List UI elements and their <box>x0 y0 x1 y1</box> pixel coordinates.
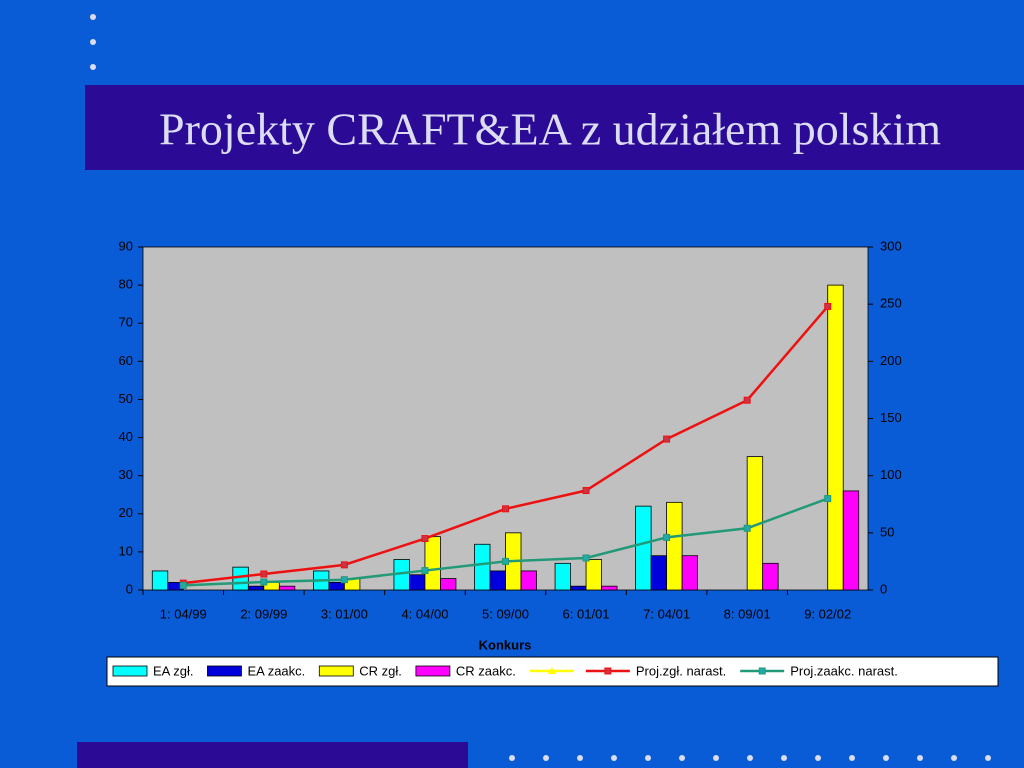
decoration <box>90 14 96 70</box>
bar <box>151 570 169 591</box>
marker <box>340 576 348 584</box>
marker <box>421 535 429 543</box>
bar <box>827 284 844 591</box>
decoration <box>509 755 991 761</box>
bar <box>601 585 618 591</box>
x-tick-label: 5: 09/00 <box>482 606 529 621</box>
y2-tick-label: 150 <box>880 410 902 425</box>
marker <box>260 578 268 586</box>
bar <box>666 501 683 591</box>
bar <box>554 562 571 591</box>
marker <box>743 524 751 532</box>
marker <box>179 581 187 589</box>
bar <box>570 585 587 591</box>
x-tick-label: 6: 01/01 <box>563 606 610 621</box>
legend-label: CR zaakc. <box>456 663 516 678</box>
x-tick-label: 2: 09/99 <box>240 606 287 621</box>
y-tick-label: 10 <box>119 543 133 558</box>
bar <box>232 566 249 591</box>
bar <box>635 505 652 591</box>
marker <box>758 667 766 675</box>
legend-swatch <box>318 665 354 677</box>
x-tick-label: 8: 09/01 <box>724 606 771 621</box>
bar <box>328 581 345 591</box>
marker <box>260 570 268 578</box>
bar <box>520 570 537 591</box>
marker <box>582 487 590 495</box>
x-tick-label: 9: 02/02 <box>804 606 851 621</box>
y-tick-label: 70 <box>119 315 133 330</box>
y-tick-label: 0 <box>126 581 133 596</box>
x-axis-label: Konkurs <box>479 637 532 652</box>
legend-label: EA zgł. <box>153 663 193 678</box>
y2-tick-label: 0 <box>880 581 887 596</box>
legend-swatch <box>415 665 451 677</box>
bar <box>474 543 491 591</box>
title-bar <box>85 85 1024 170</box>
chart-title: Projekty CRAFT&EA z udziałem polskim <box>159 104 941 155</box>
x-tick-label: 1: 04/99 <box>160 606 207 621</box>
bar <box>489 570 506 591</box>
legend-label: Proj.zgł. narast. <box>636 663 726 678</box>
bar <box>650 555 668 591</box>
marker <box>502 557 509 565</box>
y2-tick-label: 200 <box>880 353 902 368</box>
bar <box>440 578 457 591</box>
legend-label: CR zgł. <box>359 663 402 678</box>
legend-label: EA zaakc. <box>247 663 305 678</box>
y-tick-label: 50 <box>119 391 133 406</box>
marker <box>824 302 832 310</box>
bar <box>278 585 296 591</box>
footer-bar <box>77 742 468 768</box>
bar <box>247 585 265 591</box>
bar <box>585 559 602 591</box>
y-tick-label: 90 <box>119 238 133 253</box>
marker <box>421 567 429 575</box>
legend-swatch <box>112 665 148 677</box>
y-tick-label: 80 <box>119 277 133 292</box>
x-tick-label: 7: 04/01 <box>643 606 690 621</box>
y2-tick-label: 250 <box>880 296 902 311</box>
bar <box>842 490 860 591</box>
marker <box>547 667 556 674</box>
marker <box>824 495 832 503</box>
y2-tick-label: 300 <box>880 238 902 253</box>
bar <box>681 555 699 591</box>
bar <box>409 574 426 591</box>
bar <box>762 562 779 591</box>
y2-tick-label: 50 <box>880 524 894 539</box>
x-tick-label: 3: 01/00 <box>321 606 368 621</box>
marker <box>663 435 671 443</box>
x-tick-label: 4: 04/00 <box>401 606 448 621</box>
y-tick-label: 30 <box>119 467 133 482</box>
marker <box>502 505 509 513</box>
y-tick-label: 20 <box>119 505 133 520</box>
marker <box>604 667 612 675</box>
y-tick-label: 60 <box>119 353 133 368</box>
marker <box>582 554 590 562</box>
y-tick-label: 40 <box>119 429 133 444</box>
legend-label: Proj.zaakc. narast. <box>790 663 898 678</box>
marker <box>743 396 751 404</box>
y2-tick-label: 100 <box>880 467 902 482</box>
bar <box>424 536 441 591</box>
marker <box>340 561 348 569</box>
legend-swatch <box>207 665 242 677</box>
marker <box>663 533 671 541</box>
